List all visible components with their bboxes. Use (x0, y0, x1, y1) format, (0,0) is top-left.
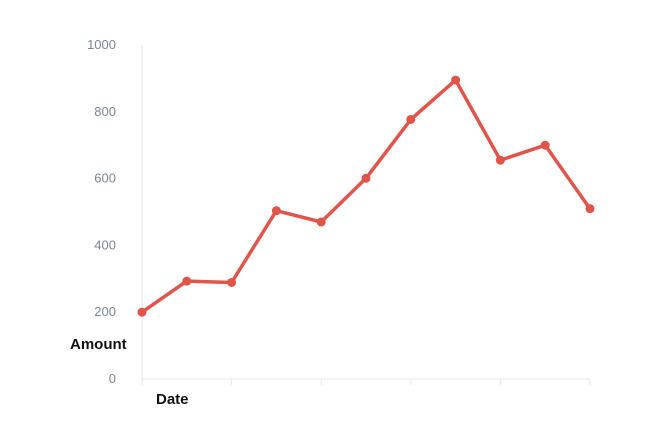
y-tick-label: 600 (94, 171, 116, 186)
data-point (540, 140, 550, 150)
y-tick-label: 200 (94, 304, 116, 319)
y-tick-label: 1000 (87, 37, 116, 52)
data-point (227, 277, 237, 287)
data-point (137, 307, 147, 317)
data-point (495, 155, 505, 165)
data-point (271, 206, 281, 216)
data-point (316, 217, 326, 227)
y-tick-label: 0 (109, 371, 116, 386)
y-tick-label: 800 (94, 104, 116, 119)
y-axis: 0 200 400 600 800 1000 (87, 37, 143, 386)
data-point (361, 173, 371, 183)
y-axis-title: Amount (70, 336, 127, 353)
x-axis (141, 378, 591, 385)
series-layer (137, 75, 595, 317)
y-tick-label: 400 (94, 237, 116, 252)
x-axis-title: Date (156, 391, 189, 408)
series-line (140, 78, 592, 314)
data-point (182, 276, 192, 286)
data-point (451, 75, 461, 85)
data-point (585, 204, 595, 214)
data-point (406, 114, 416, 124)
